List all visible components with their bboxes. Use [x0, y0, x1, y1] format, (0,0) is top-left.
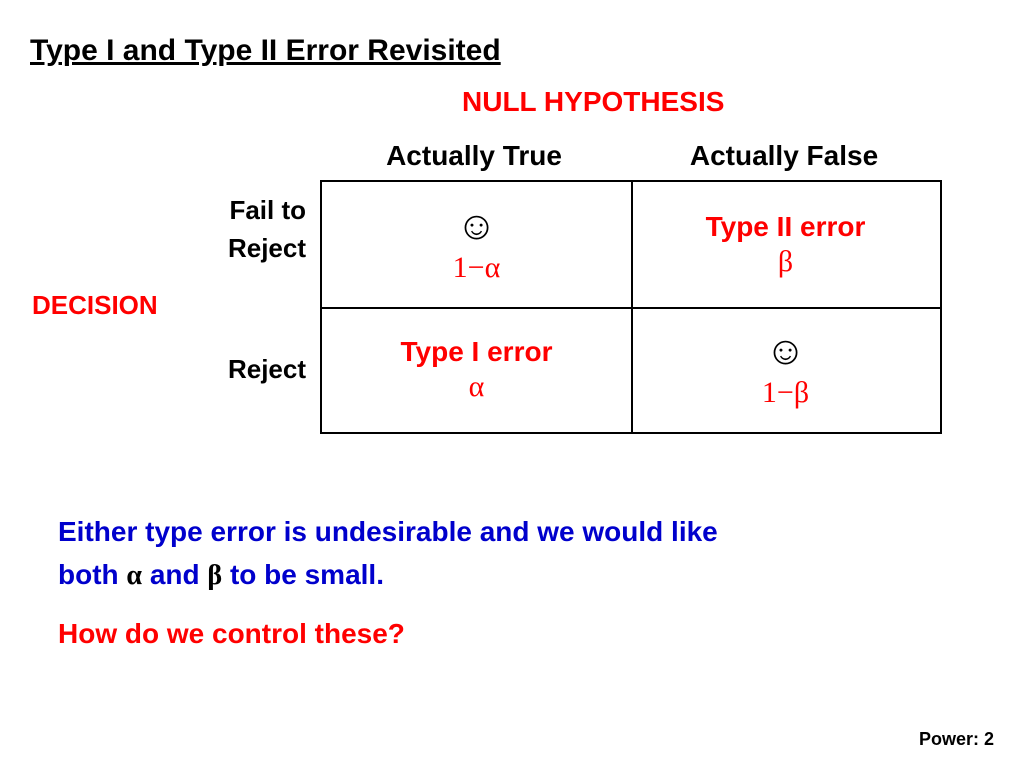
cell-fail-false: Type II error β — [631, 182, 940, 307]
cell-formula: α — [469, 370, 485, 404]
cell-fail-true: ☺ 1−α — [322, 182, 631, 307]
null-hypothesis-label: NULL HYPOTHESIS — [462, 86, 724, 118]
body-text-1: Either type error is undesirable and we … — [58, 510, 718, 598]
body-span: to be small. — [222, 559, 384, 590]
slide-title: Type I and Type II Error Revisited — [30, 34, 501, 68]
column-header-false: Actually False — [664, 140, 904, 172]
row-fail-line2: Reject — [228, 233, 306, 263]
smiley-icon: ☺ — [456, 204, 497, 249]
cell-formula: 1−β — [762, 376, 809, 410]
column-header-true: Actually True — [354, 140, 594, 172]
row-fail-line1: Fail to — [229, 195, 306, 225]
cell-formula: 1−α — [453, 251, 501, 285]
body-span: both — [58, 559, 126, 590]
cell-label: Type I error — [401, 336, 553, 368]
cell-reject-false: ☺ 1−β — [631, 307, 940, 432]
cell-reject-true: Type I error α — [322, 307, 631, 432]
alpha-symbol: α — [126, 560, 142, 591]
body-span: and — [142, 559, 207, 590]
footer: Power: 2 — [919, 729, 994, 750]
cell-label: Type II error — [706, 211, 866, 243]
row-header-reject: Reject — [228, 354, 306, 385]
body-span: Either type error is undesirable and we … — [58, 516, 718, 547]
smiley-icon: ☺ — [765, 329, 806, 374]
body-text-2: How do we control these? — [58, 612, 405, 655]
decision-label: DECISION — [32, 290, 158, 321]
slide: Type I and Type II Error Revisited NULL … — [0, 0, 1024, 768]
beta-symbol: β — [207, 560, 222, 591]
row-header-fail-to-reject: Fail to Reject — [228, 192, 306, 267]
cell-formula: β — [778, 245, 793, 279]
error-table: ☺ 1−α Type II error β Type I error α ☺ 1… — [320, 180, 942, 434]
